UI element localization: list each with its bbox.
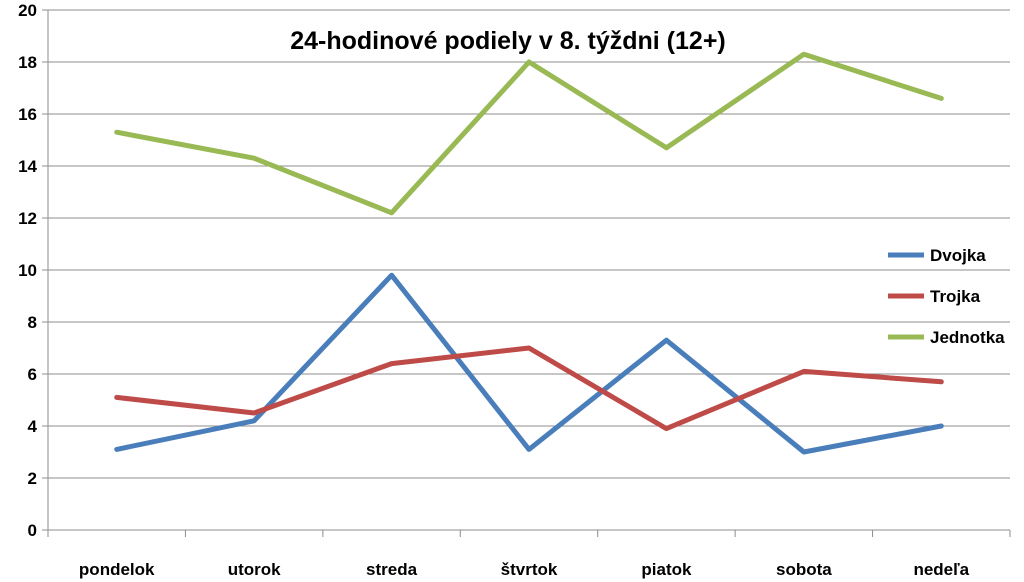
chart-title: 24-hodinové podiely v 8. týždni (12+) xyxy=(290,27,726,55)
legend: Dvojka Trojka Jednotka xyxy=(888,246,1005,347)
axes xyxy=(42,9,1011,537)
y-tick-label: 20 xyxy=(18,1,37,20)
y-tick-label: 0 xyxy=(28,521,37,540)
x-tick-labels: pondelok utorok streda štvrtok piatok sobota n… xyxy=(79,560,970,579)
y-tick-label: 12 xyxy=(18,209,37,228)
x-tick-label: utorok xyxy=(228,560,281,579)
y-tick-label: 10 xyxy=(18,261,37,280)
y-tick-label: 4 xyxy=(28,417,38,436)
x-tick-label: sobota xyxy=(776,560,832,579)
x-tick-label: nedeľa xyxy=(913,560,969,579)
y-tick-label: 14 xyxy=(18,157,37,176)
x-tick-label: štvrtok xyxy=(501,560,558,579)
y-tick-label: 6 xyxy=(28,365,37,384)
series-lines xyxy=(114,51,944,455)
series-line-trojka xyxy=(114,345,944,432)
y-tick-label: 8 xyxy=(28,313,37,332)
x-tick-label: pondelok xyxy=(79,560,155,579)
y-tick-labels: 0 2 4 6 8 10 12 14 16 18 20 xyxy=(18,1,37,540)
legend-label: Jednotka xyxy=(930,328,1005,347)
legend-label: Dvojka xyxy=(930,246,986,265)
y-tick-label: 18 xyxy=(18,53,37,72)
y-tick-label: 2 xyxy=(28,469,37,488)
legend-label: Trojka xyxy=(930,287,981,306)
x-tick-label: streda xyxy=(366,560,418,579)
x-tick-label: piatok xyxy=(641,560,692,579)
series-line-dvojka xyxy=(114,272,944,455)
series-line-jednotka xyxy=(114,51,944,216)
y-tick-label: 16 xyxy=(18,105,37,124)
